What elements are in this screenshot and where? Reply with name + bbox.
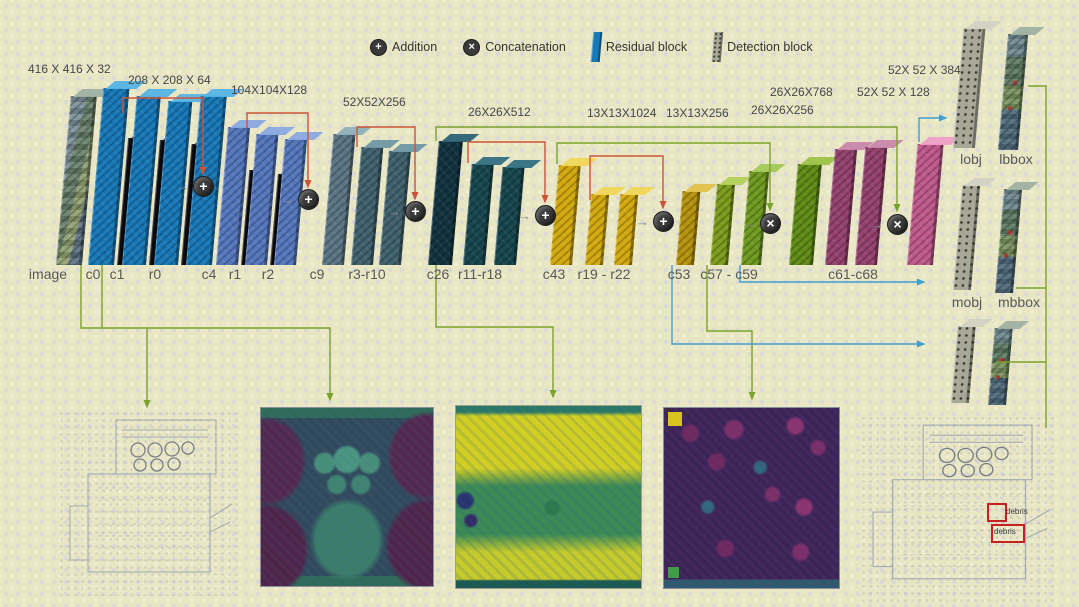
slab-c61 bbox=[789, 164, 822, 265]
addition-node: + bbox=[653, 211, 674, 232]
green-connector bbox=[435, 265, 557, 399]
fm-shallow bbox=[260, 407, 434, 587]
dimension-label: 13X13X256 bbox=[666, 106, 729, 120]
dimension-label: 52X52X256 bbox=[343, 95, 406, 109]
legend: + Addition × Concatenation Residual bloc… bbox=[370, 32, 813, 62]
layer-label: c57 - c59 bbox=[700, 266, 758, 282]
layer-label: mobj bbox=[951, 294, 983, 310]
flow-arrow: → bbox=[743, 216, 756, 231]
flow-arrow: → bbox=[281, 192, 294, 207]
dimension-label: 26X26X512 bbox=[468, 105, 531, 119]
layer-label: lobj bbox=[960, 151, 982, 167]
layer-label: c4 bbox=[201, 266, 217, 282]
fm-detection-sketch: debris debris bbox=[860, 415, 1056, 603]
dimension-label: 52X 52 X 128 bbox=[857, 85, 930, 99]
slab-lbbox bbox=[998, 34, 1029, 150]
layer-label: c61-c68 bbox=[828, 266, 878, 282]
legend-label-addition: Addition bbox=[392, 40, 438, 54]
slab-c9 bbox=[322, 134, 356, 265]
slab-r11 bbox=[463, 164, 494, 265]
legend-item-detection-block: Detection block bbox=[711, 32, 813, 62]
fm-mid bbox=[455, 405, 642, 589]
addition-node: + bbox=[535, 205, 556, 226]
legend-label-residual-block: Residual block bbox=[605, 40, 688, 54]
slab-c26 bbox=[428, 141, 463, 265]
dimension-label: 416 X 416 X 32 bbox=[28, 62, 111, 76]
slab-mbbox bbox=[995, 189, 1023, 293]
slab-r3 bbox=[351, 147, 384, 265]
slab-r22 bbox=[614, 194, 639, 265]
flow-arrow: → bbox=[636, 214, 649, 229]
addition-node: + bbox=[405, 201, 426, 222]
detection-bbox bbox=[987, 503, 1007, 522]
layer-label: mbbox bbox=[997, 294, 1041, 310]
fm-input-sketch bbox=[58, 410, 238, 596]
legend-label-detection-block: Detection block bbox=[727, 40, 813, 54]
detection-block-icon bbox=[711, 32, 724, 62]
layer-label: r11-r18 bbox=[457, 266, 503, 282]
flow-arrow: → bbox=[870, 217, 883, 232]
dimension-label: 13X13X1024 bbox=[587, 106, 657, 120]
layer-label: image bbox=[28, 266, 68, 282]
slab-lobj bbox=[953, 28, 986, 148]
slab-c68 bbox=[855, 147, 888, 265]
xray-sketch bbox=[69, 419, 233, 573]
flow-arrow: → bbox=[518, 208, 531, 223]
legend-item-concatenation: × Concatenation bbox=[463, 38, 566, 56]
green-connector bbox=[1028, 85, 1047, 428]
green-connector bbox=[80, 265, 334, 402]
dimension-label: 52X 52 X 384 bbox=[888, 63, 961, 77]
fm-deep bbox=[663, 407, 840, 589]
concatenation-node: × bbox=[760, 213, 781, 234]
detection-class-label: debris bbox=[1006, 507, 1028, 516]
addition-node: + bbox=[298, 189, 319, 210]
addition-node: + bbox=[193, 176, 214, 197]
concatenation-icon: × bbox=[463, 38, 481, 56]
layer-label: c43 bbox=[542, 266, 566, 282]
layer-label: r2 bbox=[261, 266, 275, 282]
slab-sbbox bbox=[988, 328, 1013, 405]
concatenation-node: × bbox=[887, 214, 908, 235]
dimension-label: 26X26X256 bbox=[751, 103, 814, 117]
dimension-label: 208 X 208 X 64 bbox=[128, 73, 211, 87]
layer-label: r19 - r22 bbox=[577, 266, 631, 282]
slab-mobj bbox=[953, 185, 981, 290]
slab-r19 bbox=[585, 194, 610, 265]
addition-icon: + bbox=[370, 38, 387, 56]
legend-item-addition: + Addition bbox=[370, 38, 438, 56]
slab-fused bbox=[907, 144, 944, 265]
slab-c53 bbox=[676, 191, 701, 265]
green-connector bbox=[706, 265, 756, 401]
layer-label: c1 bbox=[109, 266, 125, 282]
legend-label-concatenation: Concatenation bbox=[485, 40, 566, 54]
dimension-label: 26X26X768 bbox=[770, 85, 833, 99]
layer-label: lbbox bbox=[999, 151, 1033, 167]
flow-arrow: → bbox=[176, 179, 189, 194]
layer-label: c53 bbox=[667, 266, 691, 282]
legend-item-residual-block: Residual block bbox=[590, 32, 688, 62]
slab-c67 bbox=[825, 149, 858, 265]
detection-class-label: debris bbox=[994, 527, 1016, 536]
layer-label: c26 bbox=[426, 266, 450, 282]
slab-c57 bbox=[710, 184, 736, 265]
dimension-label: 104X104X128 bbox=[231, 83, 308, 97]
residual-block-icon bbox=[590, 32, 603, 62]
layer-label: r3-r10 bbox=[348, 266, 386, 282]
layer-label: c0 bbox=[85, 266, 101, 282]
layer-label: r0 bbox=[148, 266, 162, 282]
layer-label: c9 bbox=[309, 266, 325, 282]
layer-label: r1 bbox=[228, 266, 242, 282]
flow-arrow: → bbox=[388, 204, 401, 219]
slab-sobj bbox=[951, 326, 976, 403]
